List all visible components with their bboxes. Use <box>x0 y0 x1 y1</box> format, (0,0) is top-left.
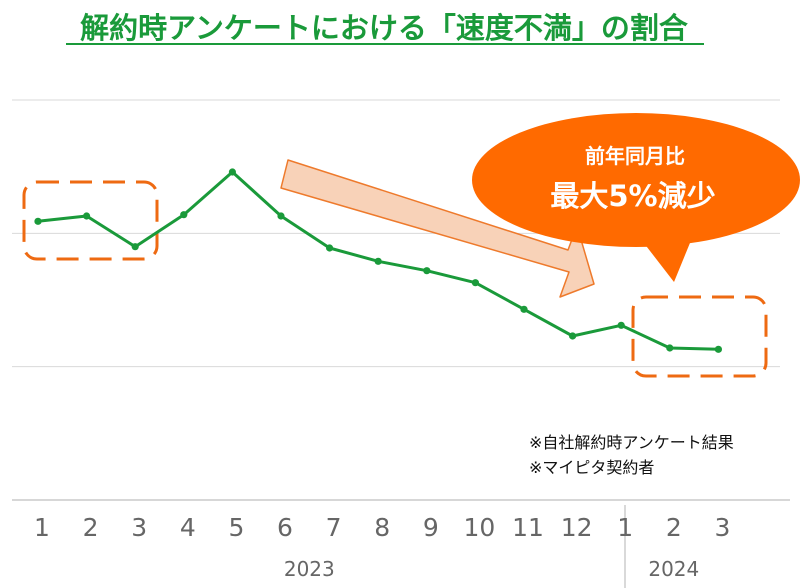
callout-line1: 前年同月比 <box>585 144 685 168</box>
year-label: 2024 <box>648 557 699 581</box>
year-label: 2023 <box>284 557 335 581</box>
x-tick-label: 3 <box>131 513 147 542</box>
data-point <box>131 243 139 251</box>
highlight-box-2024 <box>631 295 768 378</box>
data-point <box>277 212 285 220</box>
x-tick-label: 2 <box>666 513 682 542</box>
highlight-box-2023-start <box>22 180 159 261</box>
data-point <box>471 279 479 287</box>
x-tick-label: 5 <box>228 513 244 542</box>
data-point <box>569 332 577 340</box>
data-points <box>34 168 723 353</box>
x-tick-label: 12 <box>561 513 593 542</box>
data-point <box>326 244 334 252</box>
x-tick-label: 1 <box>34 513 50 542</box>
x-tick-label: 7 <box>326 513 342 542</box>
data-point <box>520 305 528 313</box>
note-survey: ※自社解約時アンケート結果 <box>529 433 734 452</box>
data-point <box>666 344 674 352</box>
x-tick-label: 2 <box>83 513 99 542</box>
data-point <box>83 212 91 220</box>
data-point <box>228 168 236 176</box>
data-point <box>423 267 431 275</box>
x-tick-label: 10 <box>463 513 495 542</box>
x-tick-label: 6 <box>277 513 293 542</box>
callout-line2: 最大5%減少 <box>550 179 715 213</box>
x-tick-label: 3 <box>714 513 730 542</box>
x-tick-labels: 1 2 3 4 5 6 7 8 9 10 11 12 1 2 3 <box>34 513 730 542</box>
data-point <box>714 345 723 353</box>
data-point <box>34 217 42 225</box>
data-point <box>374 257 382 265</box>
callout-bubble: 前年同月比 最大5%減少 <box>472 113 800 282</box>
x-tick-label: 11 <box>512 513 544 542</box>
trend-arrow <box>280 159 595 298</box>
x-tick-label: 1 <box>617 513 633 542</box>
x-tick-label: 4 <box>180 513 196 542</box>
x-tick-label: 9 <box>423 513 439 542</box>
year-labels: 2023 2024 <box>284 557 699 581</box>
data-point <box>617 321 625 329</box>
data-point <box>180 211 188 219</box>
chart-title: 解約時アンケートにおける「速度不満」の割合 <box>80 11 688 45</box>
note-users: ※マイピタ契約者 <box>529 458 654 477</box>
x-tick-label: 8 <box>374 513 390 542</box>
